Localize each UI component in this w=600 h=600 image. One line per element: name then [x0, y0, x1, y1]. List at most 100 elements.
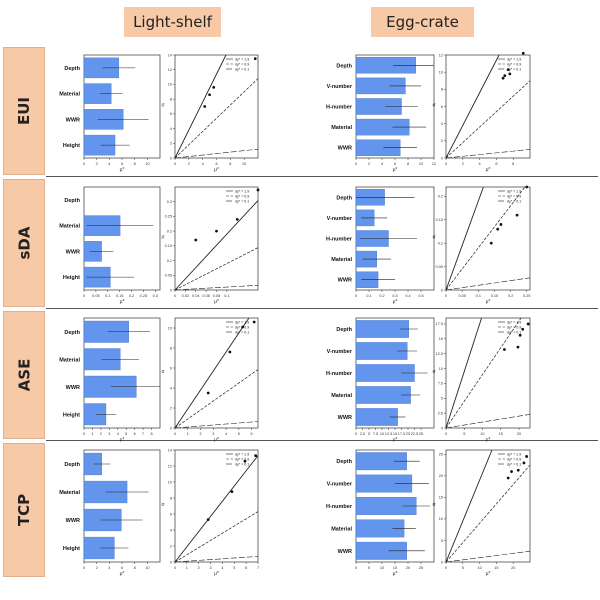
y-tick-label: 8	[170, 496, 172, 500]
y-tick-label: 12	[439, 53, 443, 57]
y-tick-label: 0.15	[436, 218, 443, 222]
x-tick-label: 5	[368, 432, 370, 436]
y-tick-label: 12	[168, 464, 172, 468]
y-tick-label: 14	[168, 53, 172, 57]
x-tick-label: 15	[494, 566, 498, 570]
x-tick-label: 6	[121, 162, 123, 166]
y-tick-label: 10	[168, 480, 172, 484]
x-tick-label: 2	[199, 432, 201, 436]
y-tick-label: 8	[441, 88, 443, 92]
data-point	[516, 345, 520, 349]
x-tick-label: 0.2	[379, 294, 384, 298]
column-header-light-shelf: Light-shelf	[124, 7, 221, 37]
x-tick-label: 4	[202, 162, 204, 166]
y-tick-label: 4	[170, 127, 172, 131]
y-tick-label: 0	[170, 288, 172, 292]
x-tick-label: 15	[499, 432, 503, 436]
legend-label: dy* = 0.9	[507, 457, 521, 461]
category-label: WWR	[338, 278, 352, 284]
x-tick-label: 0.1	[476, 294, 481, 298]
x-tick-label: 2	[100, 432, 102, 436]
y-axis-label: σ	[432, 235, 436, 241]
x-tick-label: 0.02	[182, 294, 189, 298]
category-label: Material	[59, 357, 80, 363]
y-axis-label: σ	[432, 369, 436, 375]
x-tick-label: 0.3	[153, 294, 158, 298]
data-point	[499, 223, 503, 226]
x-tick-label: 0	[445, 566, 447, 570]
x-tick-label: 8	[134, 566, 136, 570]
ratio-line	[445, 186, 484, 291]
legend-label: dy* = 1.9	[507, 189, 521, 193]
category-label: H-number	[326, 105, 353, 111]
x-tick-label: 6	[394, 162, 396, 166]
x-tick-label: 4	[225, 432, 227, 436]
x-tick-label: 1	[186, 566, 188, 570]
x-tick-label: 0.1	[224, 294, 229, 298]
ratio-line	[174, 54, 227, 159]
y-tick-label: 2	[170, 406, 172, 410]
row-separator	[46, 308, 598, 309]
x-tick-label: 10	[380, 432, 384, 436]
legend-label: dy* = 0.9	[507, 194, 521, 198]
y-tick-label: 0.2	[167, 229, 172, 233]
x-tick-label: 5	[125, 432, 127, 436]
x-tick-label: 0.05	[92, 294, 99, 298]
x-tick-label: 0.2	[508, 294, 513, 298]
row-separator	[46, 176, 598, 177]
y-tick-label: 0	[441, 560, 443, 564]
x-tick-label: 0	[445, 294, 447, 298]
legend-label: dy* = 1.9	[235, 320, 249, 324]
x-tick-label: 0	[355, 162, 357, 166]
data-point	[256, 188, 260, 192]
legend-label: dy* = 0.9	[235, 62, 249, 66]
y-tick-label: 6	[170, 112, 172, 116]
x-tick-label: 6	[495, 162, 497, 166]
y-tick-label: 5	[441, 539, 443, 543]
x-tick-label: 0.1	[105, 294, 110, 298]
y-axis-label: σ	[432, 103, 436, 109]
x-tick-label: 0.04	[192, 294, 199, 298]
x-axis-label: μ*	[120, 571, 125, 577]
x-tick-label: 5	[238, 432, 240, 436]
x-axis-label: μ*	[214, 167, 219, 173]
y-tick-label: 14	[168, 448, 172, 452]
x-axis-label: μ*	[486, 167, 491, 173]
x-tick-label: 2	[368, 162, 370, 166]
x-tick-label: 0	[355, 432, 357, 436]
x-tick-label: 0	[445, 162, 447, 166]
x-tick-label: 1	[187, 432, 189, 436]
x-tick-label: 2	[188, 162, 190, 166]
x-tick-label: 4	[479, 162, 481, 166]
legend-label: dy* = 0.1	[507, 199, 521, 203]
y-tick-label: 6	[170, 366, 172, 370]
y-tick-label: 10	[168, 83, 172, 87]
legend-label: dy* = 0.1	[235, 462, 249, 466]
data-point	[525, 455, 529, 458]
x-axis-label: μ*	[393, 299, 398, 305]
x-tick-label: 0	[83, 294, 85, 298]
x-tick-label: 0	[174, 294, 176, 298]
data-point	[489, 241, 493, 245]
x-axis-label: μ*	[120, 167, 125, 173]
x-tick-label: 5	[233, 566, 235, 570]
y-tick-label: 5	[441, 397, 443, 401]
category-label: Depth	[64, 330, 80, 336]
x-tick-label: 8	[229, 162, 231, 166]
data-point	[230, 490, 234, 493]
x-tick-label: 0	[83, 432, 85, 436]
x-tick-label: 8	[150, 432, 152, 436]
x-tick-label: 2	[96, 162, 98, 166]
data-point	[503, 74, 507, 77]
plot-frame	[174, 54, 259, 159]
x-tick-label: 6	[251, 432, 253, 436]
x-tick-label: 5	[368, 566, 370, 570]
x-tick-label: 3	[210, 566, 212, 570]
data-point	[525, 185, 529, 189]
x-tick-label: 1	[91, 432, 93, 436]
y-tick-label: 4	[170, 386, 172, 390]
data-point	[215, 229, 218, 233]
y-tick-label: 15	[439, 337, 443, 341]
category-label: WWR	[66, 518, 80, 524]
category-label: WWR	[338, 146, 352, 152]
